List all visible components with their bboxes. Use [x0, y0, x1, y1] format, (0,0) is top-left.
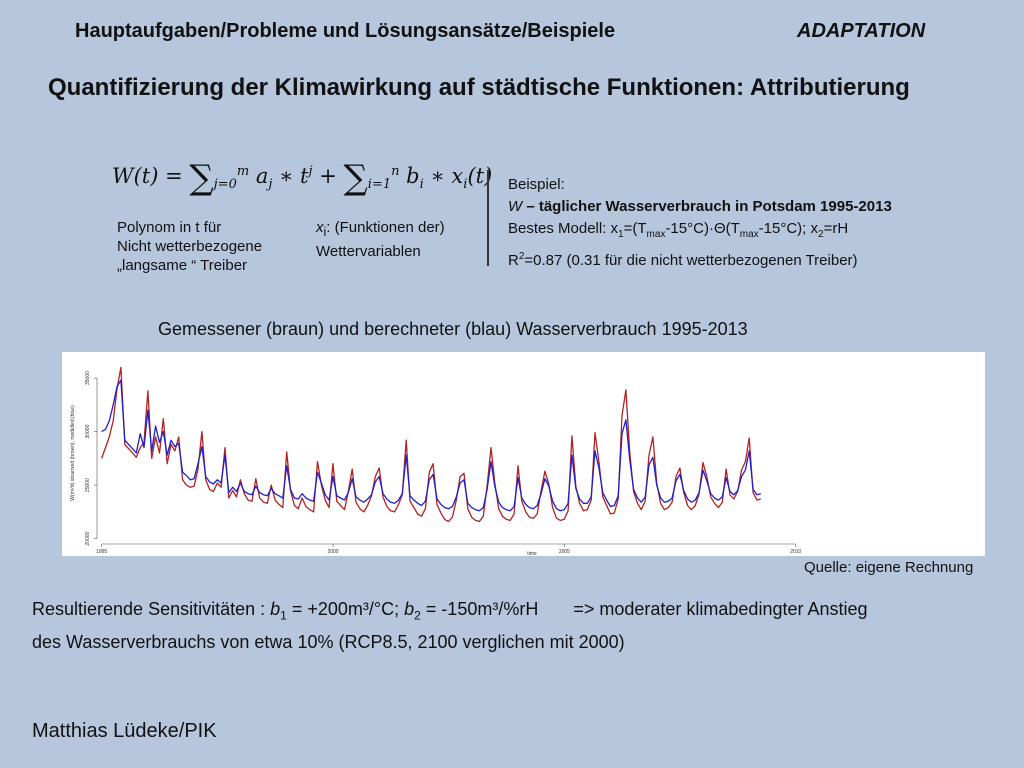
author: Matthias Lüdeke/PIK	[32, 720, 217, 742]
polynomial-note: Polynom in t für Nicht wetterbezogene „l…	[117, 218, 262, 275]
term1-mid: ∗ t	[272, 164, 309, 188]
poly-line-3: „langsame “ Treiber	[117, 257, 248, 274]
sum2-lower: i=1	[367, 177, 392, 193]
variables-note: xi: (Funktionen der) Wettervariablen	[316, 218, 445, 261]
xi-line-1-rest: : (Funktionen der)	[326, 219, 445, 236]
b1-symbol: b	[270, 599, 281, 619]
result-prefix: Resultierende Sensitivitäten :	[32, 599, 271, 619]
example-r2: R2=0.87 (0.31 für die nicht wetterbezoge…	[508, 246, 892, 272]
model-prefix: Bestes Modell: x	[508, 220, 619, 237]
xi-line-2: Wettervariablen	[316, 243, 421, 260]
x-tick-label: 1995	[96, 549, 107, 555]
model-eq: =(T	[623, 220, 647, 237]
result-text: Resultierende Sensitivitäten : b1 = +200…	[32, 596, 1012, 655]
poly-line-1: Polynom in t für	[117, 219, 222, 236]
xi-var: x	[316, 219, 324, 236]
example-title-bold: – täglicher Wasserverbrauch in Potsdam 1…	[522, 198, 892, 215]
y-tick-label: 25000	[85, 478, 91, 492]
result-line-2: des Wasserverbrauchs von etwa 10% (RCP8.…	[32, 631, 625, 652]
model-max1: max	[646, 229, 666, 240]
term2-x-sub: i	[463, 177, 468, 193]
term1-exp: j	[308, 164, 313, 179]
model-end: =rH	[823, 220, 849, 237]
result-conclusion: => moderater klimabedingter Anstieg	[573, 599, 868, 619]
example-title: W – täglicher Wasserverbrauch in Potsdam…	[508, 196, 892, 218]
sum1-lower: j=0	[213, 177, 237, 193]
coef-b-sub: i	[419, 177, 424, 193]
source-note: Quelle: eigene Rechnung	[804, 559, 974, 576]
model-sub2: 2	[818, 229, 824, 240]
vertical-divider	[487, 170, 489, 266]
model-max2: max	[739, 229, 759, 240]
r-rest: =0.87 (0.31 für die nicht wetterbezogene…	[524, 252, 858, 269]
y-tick-label: 20000	[85, 531, 91, 545]
sum-symbol-1: ∑	[189, 158, 214, 198]
sum1-upper: m	[236, 164, 250, 179]
topic-label: ADAPTATION	[797, 20, 926, 42]
r-sup: 2	[518, 251, 525, 262]
formula-lhs: W(t) =	[112, 164, 183, 188]
y-tick-label: 30000	[85, 424, 91, 438]
result-line-1: Resultierende Sensitivitäten : b1 = +200…	[32, 596, 1012, 629]
series-line-modelled	[101, 379, 761, 512]
b1-sub: 1	[280, 608, 287, 623]
example-w: W	[508, 198, 523, 215]
xi-line-1: xi: (Funktionen der)	[316, 218, 445, 242]
y-tick-label: 35000	[85, 371, 91, 385]
y-axis-label: W(m³/d) observed (brown), modelled (blue…	[70, 405, 76, 501]
chart-caption: Gemessener (braun) und berechneter (blau…	[158, 319, 748, 339]
coef-a: a	[255, 164, 269, 188]
example-label: Beispiel:	[508, 176, 565, 193]
model-sub1: 1	[618, 229, 624, 240]
b2-value: = -150m³/%rH	[420, 599, 539, 619]
water-consumption-chart: 20000 25000 30000 35000 1995 2000 2005 2010 time…	[62, 352, 985, 556]
b2-sub: 2	[414, 608, 421, 623]
chart-svg: 20000 25000 30000 35000 1995 2000 2005 2010 time…	[70, 366, 802, 556]
example-box: Beispiel: W – täglicher Wasserverbrauch …	[508, 174, 892, 272]
r-prefix: R	[508, 252, 519, 269]
coef-b: b	[406, 164, 420, 188]
b1-value: = +200m³/°C;	[286, 599, 405, 619]
plus-sign: +	[312, 164, 344, 188]
b2-symbol: b	[404, 599, 415, 619]
model-mid: -15°C)·Θ(T	[665, 220, 740, 237]
regression-formula: W(t) = ∑j=0m aj ∗ tj + ∑i=1n bi ∗ xi(t)	[112, 158, 492, 198]
sum-symbol-2: ∑	[343, 158, 368, 198]
slide-title: Quantifizierung der Klimawirkung auf stä…	[48, 74, 910, 101]
x-tick-label: 2005	[559, 549, 570, 555]
section-header: Hauptaufgaben/Probleme und Lösungsansätz…	[75, 20, 616, 42]
example-model: Bestes Modell: x1=(Tmax-15°C)·Θ(Tmax-15°…	[508, 218, 892, 246]
model-mid2: -15°C); x	[758, 220, 819, 237]
sum2-upper: n	[391, 164, 400, 179]
term2-mid: ∗ x	[423, 164, 464, 188]
coef-a-sub: j	[268, 177, 273, 193]
x-tick-label: 2010	[790, 549, 801, 555]
x-axis-label: time	[527, 551, 537, 556]
series-line-observed	[100, 366, 761, 523]
xi-sub: i	[323, 225, 327, 239]
x-tick-label: 2000	[327, 549, 338, 555]
poly-line-2: Nicht wetterbezogene	[117, 238, 263, 255]
